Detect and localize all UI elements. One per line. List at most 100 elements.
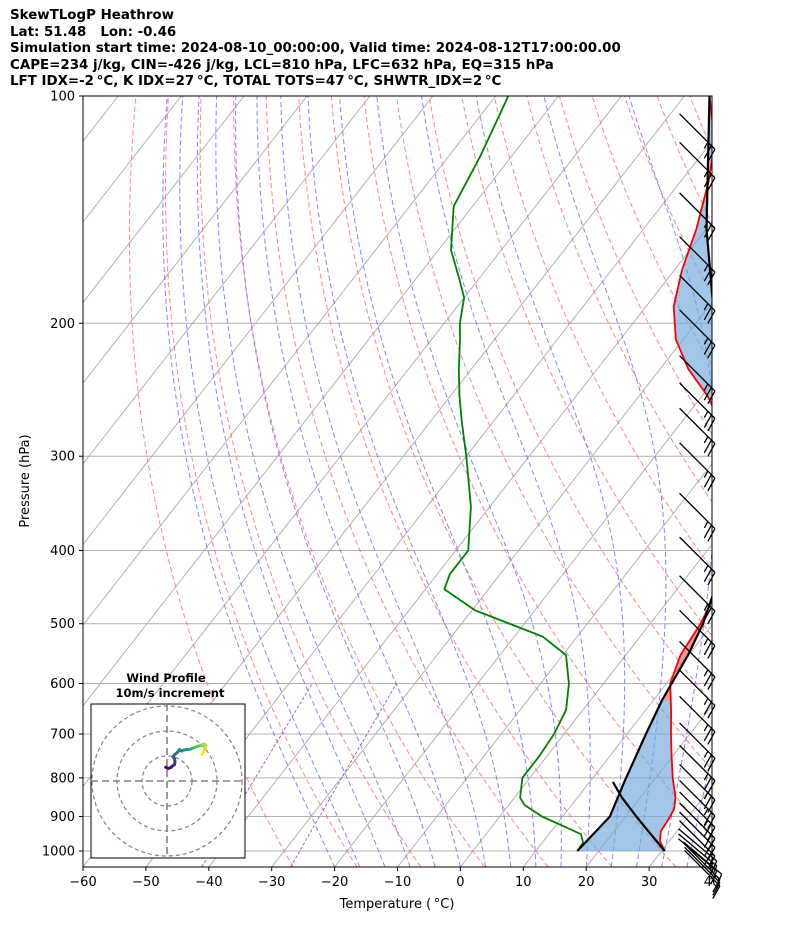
y-tick-label: 900 [50, 810, 75, 825]
wind-barb [679, 236, 716, 286]
isotherm--90 [83, 96, 497, 626]
wind-barb [679, 274, 716, 324]
moist-adiabat--16 [179, 96, 361, 867]
x-axis-title: Temperature ( °C) [339, 897, 455, 912]
y-tick-label: 1000 [42, 845, 75, 860]
hodograph-inset: Wind Profile 10m/s increment [90, 671, 246, 859]
wind-barb-half-flag [703, 303, 709, 311]
wind-barb [679, 609, 716, 659]
wind-barb-staff [679, 609, 716, 647]
wind-barb-staff [679, 382, 716, 419]
wind-barb-half-flag [703, 141, 709, 149]
wind-barb-flag [703, 387, 712, 401]
x-tick-label: 40 [704, 875, 721, 890]
wind-barb [679, 641, 716, 690]
moist-adiabat-24 [475, 96, 626, 867]
wind-barb-half-flag [703, 521, 709, 529]
moist-adiabat-20 [421, 96, 591, 867]
cape-line: CAPE=234 j/kg, CIN=-426 j/kg, LCL=810 hP… [10, 57, 554, 73]
wind-barb-flag [703, 811, 712, 826]
wind-barb-flag [703, 341, 712, 355]
wind-barb-flag [703, 568, 712, 582]
wind-barb-staff [679, 407, 716, 445]
wind-barb-staff [679, 641, 716, 678]
wind-barb [679, 192, 716, 242]
y-tick-label: 200 [50, 317, 75, 332]
hodograph-subtitle: 10m/s increment [116, 686, 225, 700]
wind-barb-half-flag [703, 819, 709, 827]
y-tick-label: 700 [50, 728, 75, 743]
x-axis-ticks: −60 −50 −40 −30 −20 −10 0 10 20 30 40 [69, 867, 720, 890]
mixing-ratio-0.4 [290, 683, 397, 867]
x-tick-label: −50 [132, 875, 159, 890]
y-tick-label: 100 [50, 90, 75, 105]
moist-adiabat-0 [256, 96, 461, 867]
wind-barb-staff [679, 575, 716, 612]
dewpoint-line [443, 96, 584, 852]
isotherm--120 [83, 96, 308, 384]
wind-barb-flag [707, 418, 716, 432]
wind-barb-flag [707, 390, 716, 405]
time-line: Simulation start time: 2024-08-10_00:00:… [10, 41, 621, 57]
hodograph-title: Wind Profile [126, 671, 206, 685]
hodograph-segment [200, 750, 205, 756]
dry-adiabat-0 [233, 96, 485, 867]
wind-barb-flag [707, 815, 716, 829]
wind-barb-flag [710, 870, 718, 885]
location-line: Lat: 51.48 Lon: -0.46 [10, 24, 177, 40]
x-tick-label: −30 [258, 875, 285, 890]
moist-adiabat-12 [339, 96, 537, 867]
wind-barb-flag [707, 731, 716, 745]
isotherm-10 [522, 624, 712, 867]
wind-barb-flag [712, 885, 721, 899]
dry-adiabat-40 [363, 96, 712, 839]
x-tick-label: −10 [384, 875, 411, 890]
wind-barb-flag [707, 705, 716, 719]
isotherm-20 [585, 704, 712, 867]
wind-barb-staff [679, 802, 716, 839]
dry-adiabat-160 [755, 96, 794, 867]
isotherm--20 [334, 382, 712, 867]
wind-barb-flag [710, 865, 718, 880]
wind-barb-flag [707, 227, 716, 242]
x-tick-label: 30 [641, 875, 658, 890]
wind-barb-flag [715, 873, 723, 888]
wind-barb-half-flag [703, 383, 709, 391]
y-axis-ticks: 100 200 300 400 500 600 700 800 900 1000 [42, 90, 83, 860]
wind-barb-flag [707, 780, 716, 794]
wind-barb-staff [679, 811, 716, 848]
wind-barb [679, 763, 716, 813]
wind-barbs [678, 113, 723, 899]
profiles [443, 96, 712, 852]
isotherm-50 [775, 96, 794, 867]
wind-barb-flag [707, 344, 716, 359]
wind-barb-flag [703, 414, 712, 428]
x-tick-label: −60 [69, 875, 96, 890]
wind-barb [679, 575, 716, 625]
wind-barb-flag [703, 268, 712, 282]
wind-barb-staff [679, 141, 716, 179]
wind-barb [679, 722, 716, 772]
dry-adiabat-60 [428, 96, 712, 704]
wind-barb-flag [703, 795, 712, 810]
wind-barb-half-flag [703, 603, 709, 611]
moist-adiabat--20 [162, 96, 336, 867]
wind-barb-flag [707, 310, 716, 324]
moist-adiabat-32 [628, 96, 712, 867]
wind-barb [679, 141, 716, 191]
wind-barb-staff [679, 274, 716, 312]
wind-barb-flag [703, 641, 712, 656]
wind-barb-half-flag [703, 698, 709, 706]
wind-barb-half-flag [703, 773, 709, 781]
dry-adiabat-130 [656, 96, 712, 225]
wind-barb-staff [679, 113, 716, 150]
wind-barb-staff [679, 192, 716, 229]
wind-barb-half-flag [703, 565, 709, 573]
background-lines [83, 96, 794, 867]
wind-barb [679, 355, 716, 405]
wind-barb-flag [707, 757, 716, 772]
wind-barb [679, 695, 716, 745]
wind-barb-flag [703, 524, 712, 539]
wind-barb-half-flag [703, 750, 709, 758]
